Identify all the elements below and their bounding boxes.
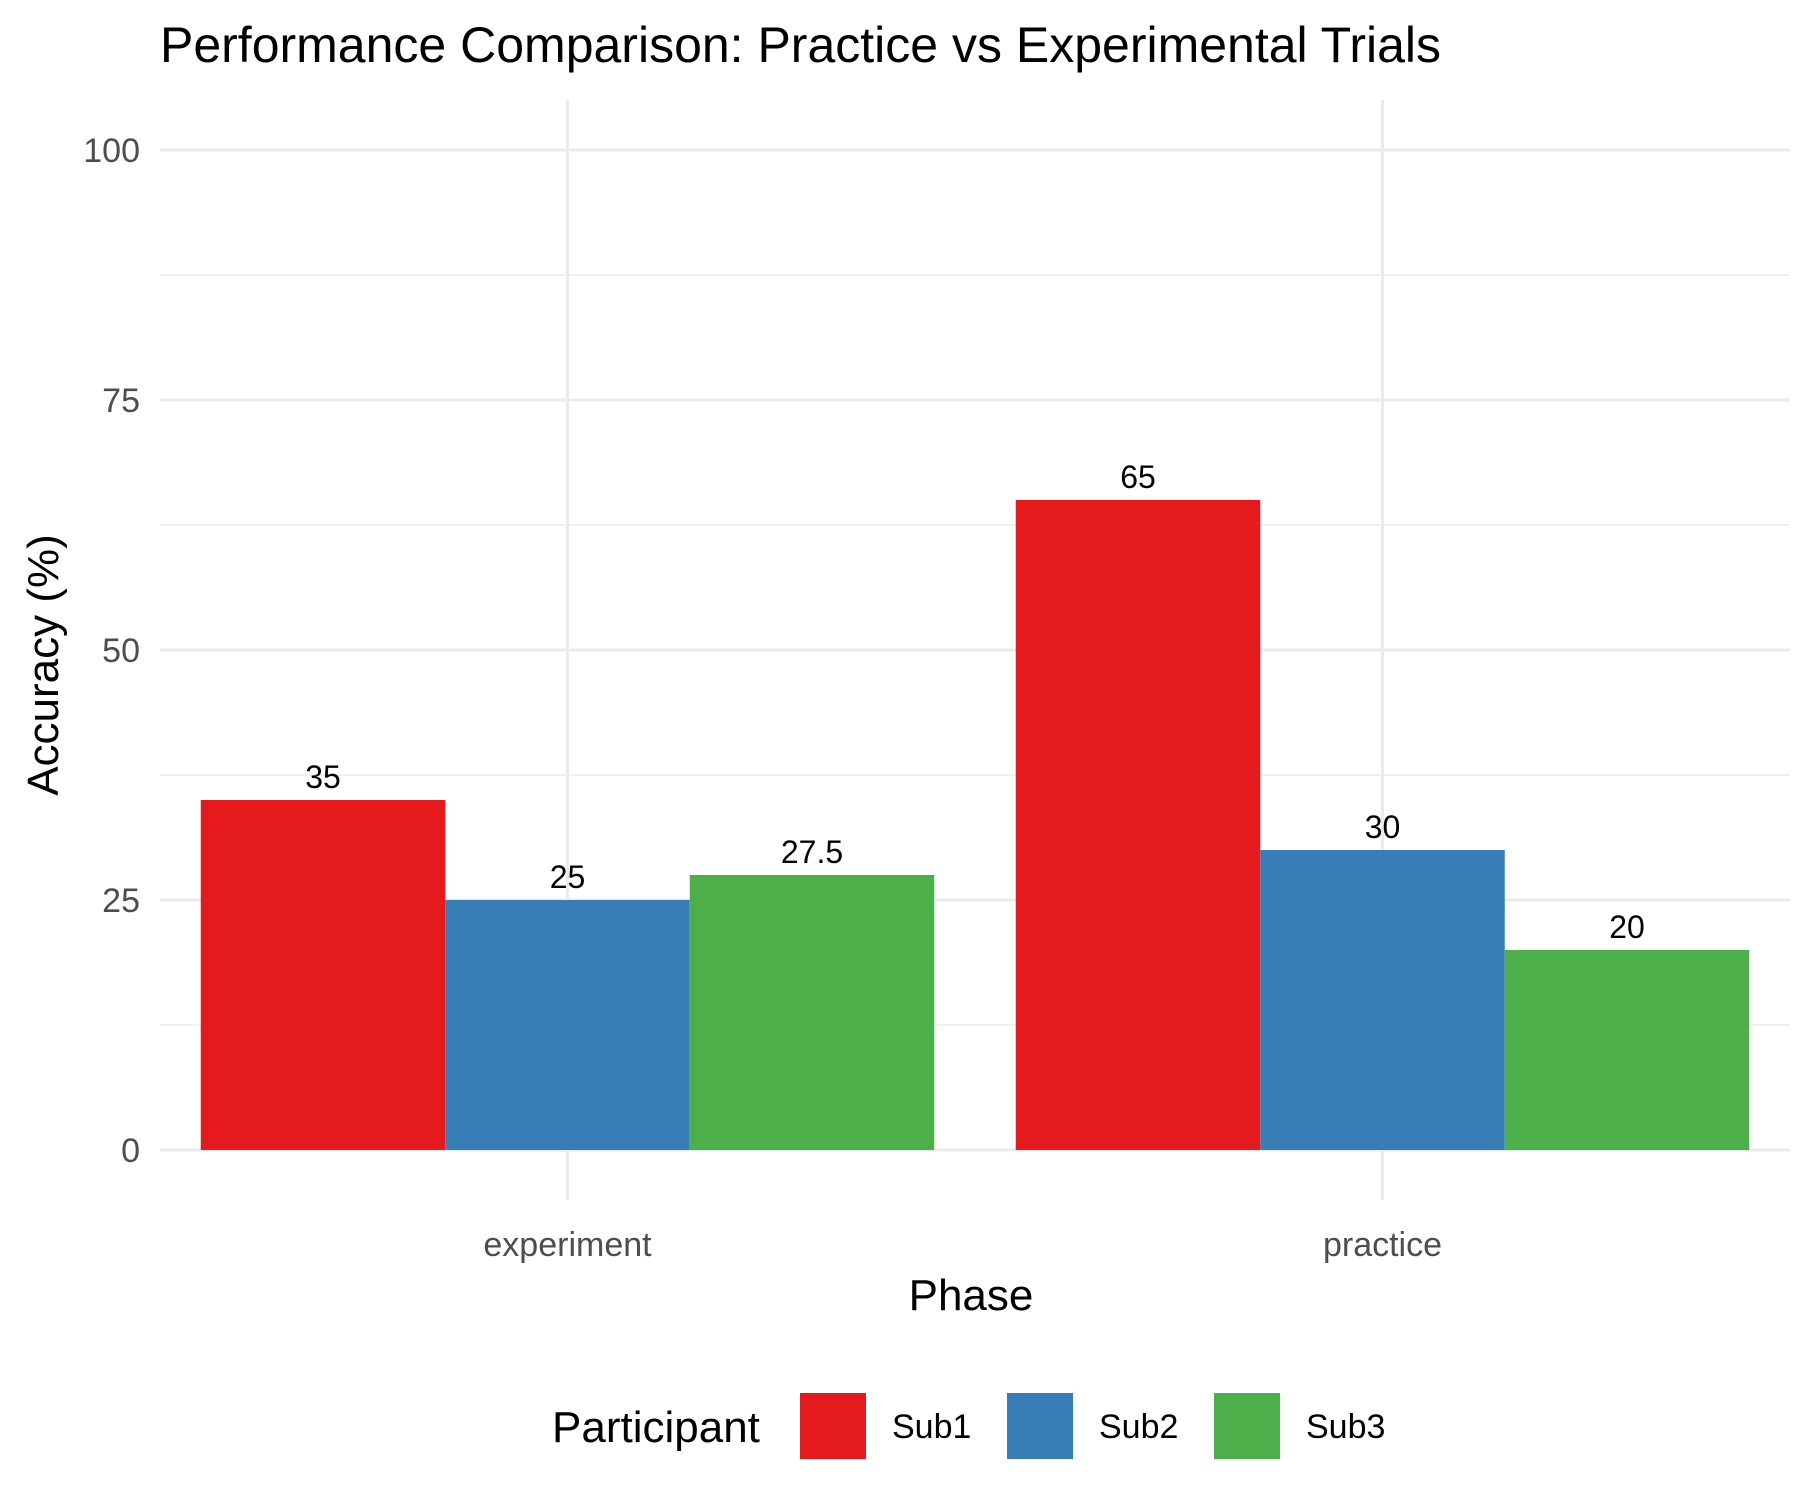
data-label: 65 <box>1120 459 1156 495</box>
y-tick-label: 0 <box>121 1132 140 1170</box>
data-label: 27.5 <box>781 834 843 870</box>
bar-sub2-experiment <box>445 900 690 1150</box>
x-tick-label: experiment <box>483 1226 652 1264</box>
data-label: 25 <box>550 859 586 895</box>
chart-title: Performance Comparison: Practice vs Expe… <box>160 17 1441 73</box>
data-label: 30 <box>1365 809 1401 845</box>
bar-sub3-practice <box>1504 950 1750 1150</box>
y-tick-label: 75 <box>102 382 140 420</box>
y-tick-label: 50 <box>102 632 140 670</box>
legend-key-sub3 <box>1214 1393 1280 1459</box>
bar-sub2-practice <box>1260 850 1505 1150</box>
data-label: 20 <box>1609 909 1645 945</box>
legend-title: Participant <box>552 1403 760 1452</box>
y-tick-label: 25 <box>102 882 140 920</box>
x-axis-ticks: experiment practice <box>483 1226 1442 1264</box>
legend-label: Sub2 <box>1099 1408 1178 1446</box>
y-axis-ticks: 0 25 50 75 100 <box>83 132 140 1170</box>
legend: Participant Sub1 Sub2 Sub3 <box>552 1393 1385 1459</box>
legend-key-sub1 <box>800 1393 866 1459</box>
legend-label: Sub3 <box>1306 1408 1385 1446</box>
legend-label: Sub1 <box>892 1408 971 1446</box>
x-axis-title: Phase <box>909 1271 1034 1320</box>
y-tick-label: 100 <box>83 132 140 170</box>
bars <box>200 500 1750 1150</box>
bar-sub1-practice <box>1015 500 1261 1150</box>
data-labels: 35 25 27.5 65 30 20 <box>305 459 1645 945</box>
data-label: 35 <box>305 759 341 795</box>
y-axis-title: Accuracy (%) <box>19 534 68 796</box>
legend-key-sub2 <box>1007 1393 1073 1459</box>
x-tick-label: practice <box>1323 1226 1442 1264</box>
bar-sub1-experiment <box>200 800 446 1150</box>
bar-sub3-experiment <box>689 875 935 1150</box>
